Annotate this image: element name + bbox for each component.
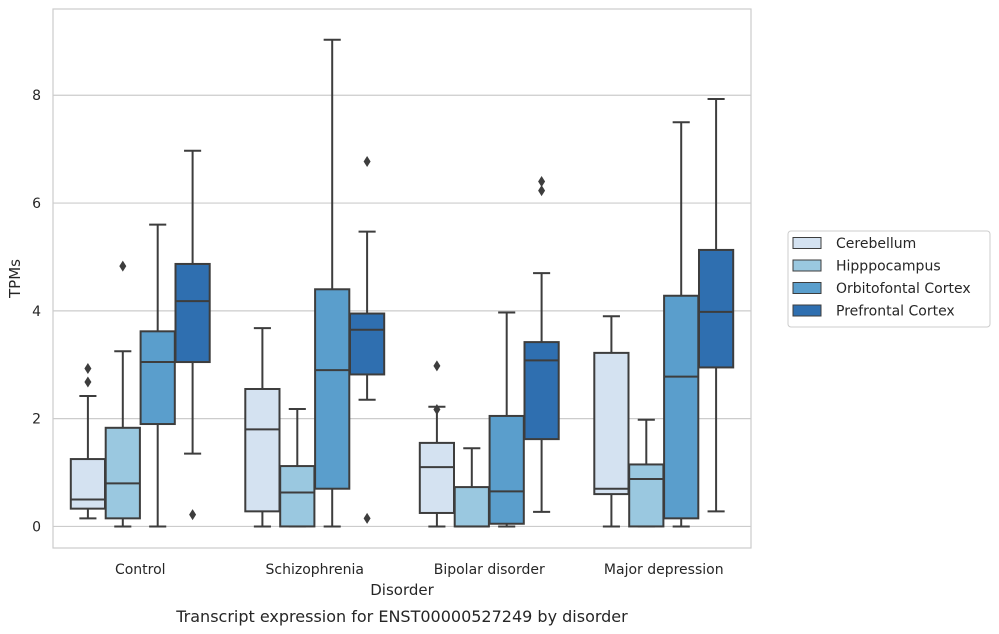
box-prefrontal-cortex [523,175,560,513]
y-tick-label: 4 [32,304,41,320]
chart-caption: Transcript expression for ENST0000052724… [175,607,628,626]
box-iqr [139,330,176,426]
legend: Cerebellum Hipppocampus Orbitofontal Corte… [787,230,991,328]
box-iqr [663,294,700,520]
legend-label: Cerebellum [836,236,916,252]
box-hipppocampus [279,407,316,528]
outlier-point [84,376,92,388]
box-iqr [174,262,211,364]
box-iqr [593,351,630,496]
box-cerebellum [418,360,456,528]
box-hipppocampus [104,260,141,528]
box-prefrontal-cortex [174,149,211,521]
box-iqr [697,248,735,369]
box-hipppocampus [628,418,665,528]
outlier-point [189,509,197,521]
x-tick-label: Bipolar disorder [434,562,545,578]
box-orbitofontal-cortex [139,223,176,528]
box-iqr [488,414,525,525]
outlier-point [538,185,546,197]
y-axis-label: TPMs [6,259,24,299]
box-cerebellum [244,327,281,528]
outlier-point [84,363,92,375]
x-tick-label: Control [115,562,166,578]
x-tick-labels: Control Schizophrenia Bipolar disorder Majo… [115,562,724,578]
outlier-point [433,360,441,372]
box-orbitofontal-cortex [314,38,351,528]
outlier-point [363,156,371,168]
y-tick-label: 8 [32,88,41,104]
box-cerebellum [69,363,107,520]
x-tick-label: Major depression [604,562,724,578]
x-axis-label: Disorder [370,581,434,599]
box-orbitofontal-cortex [663,121,700,528]
plot-frame [52,8,752,549]
box-iqr [314,288,351,490]
legend-frame [787,230,991,328]
outlier-point [538,175,546,187]
outlier-point [119,260,127,272]
box-iqr [348,312,386,376]
outlier-point [363,512,371,524]
box-prefrontal-cortex [348,156,386,524]
box-iqr [69,458,107,510]
legend-swatch [792,237,822,249]
legend-label: Prefrontal Cortex [836,304,955,320]
y-tick-label: 6 [32,196,41,212]
box-iqr [244,387,281,513]
legend-label: Orbitofontal Cortex [836,281,971,297]
legend-label: Hipppocampus [836,259,941,275]
y-tick-label: 0 [32,519,41,535]
outlier-point [433,403,441,415]
box-iqr [104,426,141,520]
y-tick-labels: 0 2 4 6 8 [32,88,41,535]
box-iqr [279,465,316,528]
box-hipppocampus [453,447,490,528]
box-iqr [523,341,560,441]
legend-swatch [792,304,822,317]
y-tick-label: 2 [32,412,41,428]
box-orbitofontal-cortex [488,311,525,528]
boxes [69,38,735,528]
box-iqr [418,441,456,514]
box-iqr [453,486,490,528]
box-cerebellum [593,315,630,528]
box-prefrontal-cortex [697,98,735,513]
box-iqr [628,463,665,528]
legend-swatch [792,259,822,272]
x-tick-label: Schizophrenia [266,562,364,578]
legend-swatch [792,282,822,294]
